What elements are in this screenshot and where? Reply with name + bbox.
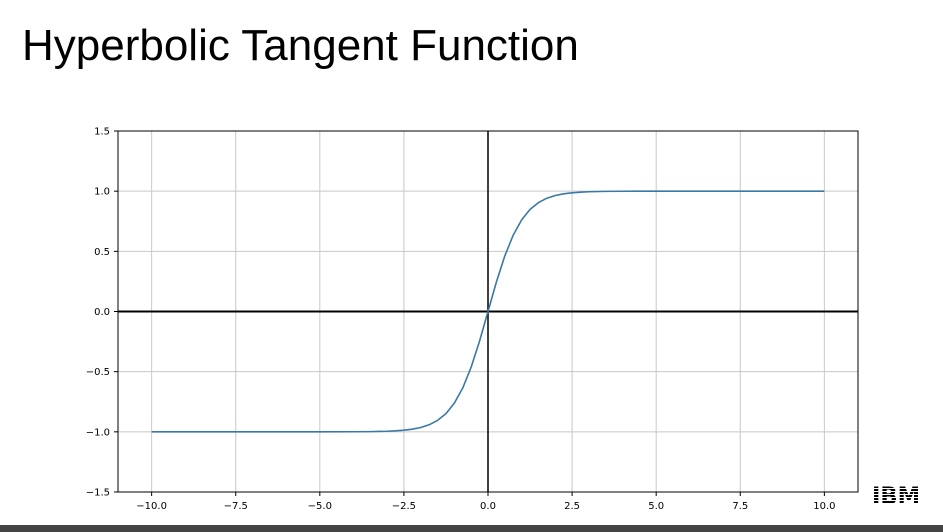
bottom-rule <box>0 525 943 532</box>
y-tick-label: −0.5 <box>86 367 110 378</box>
y-tick-label: 1.5 <box>94 127 110 138</box>
y-tick-label: 0.0 <box>94 307 110 318</box>
y-tick-label: −1.0 <box>86 427 110 438</box>
x-tick-label: −7.5 <box>224 501 248 512</box>
x-tick-label: 0.0 <box>480 501 496 512</box>
slide-title: Hyperbolic Tangent Function <box>22 21 579 70</box>
x-tick-label: 10.0 <box>813 501 835 512</box>
tanh-curve <box>151 190 825 433</box>
ibm-logo: IBM <box>872 483 920 507</box>
x-tick-label: −10.0 <box>136 501 167 512</box>
series-layer <box>151 190 825 433</box>
ibm-logo-text: IBM <box>872 483 920 507</box>
x-tick-label: 7.5 <box>732 501 748 512</box>
x-tick-label: 2.5 <box>564 501 580 512</box>
y-axis-ticks: 1.5 1.0 0.5 0.0 −0.5 −1.0 −1.5 <box>86 127 118 499</box>
x-axis-ticks: −10.0 −7.5 −5.0 −2.5 0.0 2.5 5.0 7.5 10.0 <box>136 492 835 512</box>
y-tick-label: 1.0 <box>94 187 110 198</box>
x-tick-label: 5.0 <box>648 501 664 512</box>
x-tick-label: −5.0 <box>308 501 332 512</box>
y-tick-label: −1.5 <box>86 488 110 499</box>
x-tick-label: −2.5 <box>392 501 416 512</box>
y-tick-label: 0.5 <box>94 247 110 258</box>
